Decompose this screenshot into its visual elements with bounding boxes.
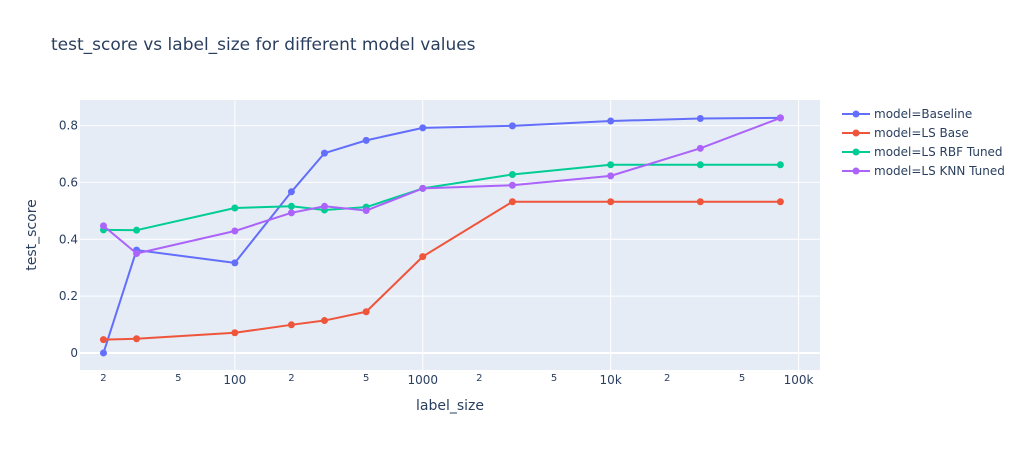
x-tick-label: 2	[476, 373, 482, 384]
data-point	[133, 226, 141, 234]
data-point	[287, 209, 295, 217]
plot-area	[80, 100, 820, 370]
data-point	[287, 188, 295, 196]
data-point	[776, 161, 784, 169]
y-tick-label: 0.4	[59, 232, 78, 246]
data-point	[776, 198, 784, 206]
data-point	[362, 136, 370, 144]
legend-item[interactable]: model=LS Base	[842, 126, 969, 140]
x-axis-ticks: 2 5 100 2 5 1000 2 5 10k 2 5 100k	[100, 373, 813, 387]
y-tick-label: 0.2	[59, 289, 78, 303]
x-tick-label: 2	[664, 373, 670, 384]
legend[interactable]: model=Baseline model=LS Base model=LS RBF …	[842, 107, 1005, 178]
x-tick-label: 1000	[407, 373, 438, 387]
data-point	[607, 198, 615, 206]
data-point	[99, 222, 107, 230]
y-axis-title: test_score	[24, 199, 40, 271]
data-point	[696, 114, 704, 122]
data-point	[231, 227, 239, 235]
series-1	[99, 114, 784, 357]
series-2	[99, 198, 784, 344]
data-point	[696, 144, 704, 152]
data-point	[133, 335, 141, 343]
data-point	[287, 321, 295, 329]
x-axis-title: label_size	[416, 398, 484, 414]
data-point	[320, 202, 328, 210]
data-point	[508, 181, 516, 189]
legend-label: model=LS KNN Tuned	[874, 164, 1005, 178]
data-point	[99, 336, 107, 344]
legend-label: model=LS RBF Tuned	[874, 145, 1003, 159]
data-point	[99, 349, 107, 357]
legend-marker	[852, 110, 860, 118]
x-tick-label: 5	[739, 373, 745, 384]
data-point	[287, 202, 295, 210]
legend-item[interactable]: model=LS RBF Tuned	[842, 145, 1003, 159]
data-point	[362, 308, 370, 316]
chart-title: test_score vs label_size for different m…	[51, 35, 476, 55]
data-point	[133, 249, 141, 257]
legend-label: model=LS Base	[874, 126, 969, 140]
legend-marker	[852, 148, 860, 156]
data-point	[696, 198, 704, 206]
y-axis-ticks: 0 0.2 0.4 0.6 0.8	[59, 119, 78, 360]
data-point	[231, 329, 239, 337]
data-point	[776, 114, 784, 122]
data-point	[419, 184, 427, 192]
data-point	[508, 198, 516, 206]
data-point	[419, 124, 427, 132]
data-point	[508, 122, 516, 130]
x-tick-label: 5	[175, 373, 181, 384]
legend-marker	[852, 129, 860, 137]
data-point	[419, 253, 427, 261]
y-tick-label: 0	[70, 346, 78, 360]
legend-item[interactable]: model=LS KNN Tuned	[842, 164, 1005, 178]
x-tick-label: 5	[551, 373, 557, 384]
series-4	[99, 114, 784, 257]
data-point	[231, 204, 239, 212]
data-point	[607, 172, 615, 180]
y-tick-label: 0.8	[59, 119, 78, 133]
data-point	[320, 149, 328, 157]
data-point	[320, 317, 328, 325]
data-point	[607, 117, 615, 125]
legend-item[interactable]: model=Baseline	[842, 107, 972, 121]
x-tick-label: 2	[288, 373, 294, 384]
legend-marker	[852, 167, 860, 175]
x-tick-label: 5	[363, 373, 369, 384]
x-tick-label: 10k	[600, 373, 622, 387]
data-point	[607, 161, 615, 169]
data-point	[508, 170, 516, 178]
x-tick-label: 100	[223, 373, 246, 387]
x-tick-label: 2	[100, 373, 106, 384]
x-tick-label: 100k	[784, 373, 814, 387]
y-tick-label: 0.6	[59, 175, 78, 189]
data-point	[696, 161, 704, 169]
legend-label: model=Baseline	[874, 107, 972, 121]
series-layer	[99, 114, 784, 357]
data-point	[231, 259, 239, 267]
data-point	[362, 207, 370, 215]
